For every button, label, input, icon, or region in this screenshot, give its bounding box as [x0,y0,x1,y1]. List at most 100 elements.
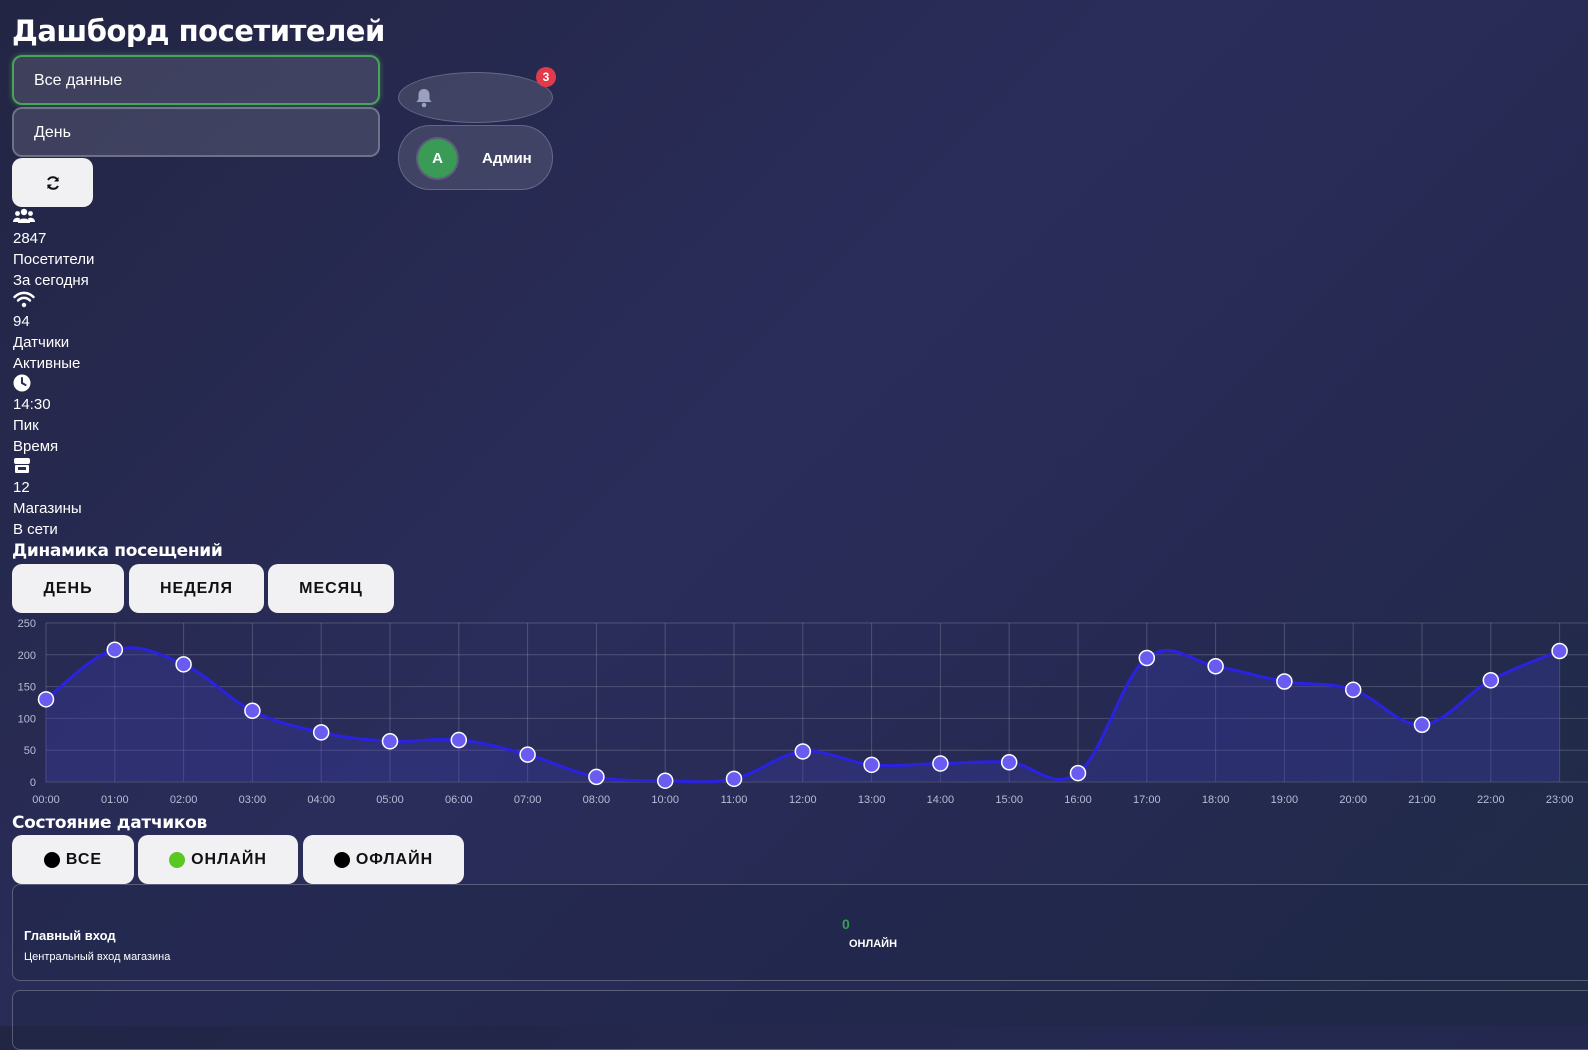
clock-icon [13,374,58,394]
data-point[interactable] [1069,764,1087,782]
stat-label: Посетители [13,251,95,268]
stat-visitors: 2847 Посетители За сегодня [13,208,94,291]
data-point[interactable] [1551,642,1568,660]
sensor-count: 0 [842,916,850,932]
period-select[interactable]: День [12,107,380,157]
stat-sub: В сети [13,521,58,538]
x-tick-label: 22:00 [1477,794,1505,806]
filter-all[interactable]: ВСЕ [12,835,134,884]
x-tick-label: 15:00 [995,794,1023,806]
store-icon [13,457,82,477]
data-point[interactable] [1413,716,1431,734]
data-point[interactable] [1000,754,1018,771]
visits-chart: 0 50 100 150 200 250 00:00 01:00 02:00 03:00 04:00… [18,618,1588,806]
data-point[interactable] [37,691,55,708]
sensor-card[interactable]: Главный вход Центральный вход магазина 0… [12,884,1588,981]
notifications-button[interactable] [398,72,553,123]
tab-week[interactable]: НЕДЕЛЯ [129,564,264,613]
filter-label: ОФЛАЙН [355,850,434,868]
chart-line [45,646,1561,784]
x-tick-label: 11:00 [721,794,748,806]
notification-badge: 3 [536,67,556,87]
x-tick-label: 10:00 [651,794,679,806]
stat-sub: За сегодня [13,272,89,289]
x-tick-label: 01:00 [101,794,129,806]
stat-label: Магазины [13,500,82,517]
stat-stores: 12 Магазины В сети [13,457,82,540]
avatar: A [418,139,457,178]
y-tick-label: 200 [18,650,36,662]
chart-area-fill [46,647,1560,782]
stat-value: 12 [13,479,30,496]
stat-sensors: 94 Датчики Активные [13,291,80,374]
status-dot-icon [333,851,350,868]
data-point[interactable] [244,702,261,720]
stat-sub: Время [13,438,59,455]
user-menu-button[interactable]: A Админ [398,125,553,190]
tab-month[interactable]: МЕСЯЦ [268,564,394,613]
tab-day[interactable]: ДЕНЬ [12,564,124,613]
refresh-button[interactable] [12,158,93,207]
page-title: Дашборд посетителей [12,14,385,48]
data-point[interactable] [656,772,674,789]
users-icon [13,208,94,228]
x-tick-label: 08:00 [583,794,611,806]
data-point[interactable] [106,641,124,658]
data-point[interactable] [1138,649,1156,667]
x-tick-label: 18:00 [1202,794,1230,806]
data-point[interactable] [1276,673,1293,690]
data-point[interactable] [1344,681,1362,699]
y-tick-label: 100 [18,713,36,725]
data-point[interactable] [1482,671,1500,689]
x-tick-label: 05:00 [376,794,404,806]
user-name: Админ [482,150,532,167]
sensor-name: Главный вход [24,928,116,943]
filter-online[interactable]: ОНЛАЙН [138,835,298,884]
stat-label: Пик [13,417,39,434]
data-point[interactable] [519,746,536,763]
stat-label: Датчики [13,334,70,351]
visits-title: Динамика посещений [12,541,223,561]
data-filter-select[interactable]: Все данные [12,55,380,105]
data-point[interactable] [932,755,949,772]
data-point[interactable] [1207,657,1224,675]
y-tick-label: 250 [18,618,36,630]
stat-value: 94 [13,313,30,330]
sensor-description: Центральный вход магазина [24,951,171,963]
data-point[interactable] [863,756,880,774]
x-tick-label: 00:00 [32,794,60,806]
x-tick-label: 06:00 [445,794,473,806]
bell-icon [416,89,432,108]
data-point[interactable] [588,768,605,786]
filter-label: ВСЕ [65,850,103,868]
x-tick-label: 07:00 [514,794,542,806]
filter-label: ОНЛАЙН [191,850,267,868]
filter-offline[interactable]: ОФЛАЙН [303,835,464,884]
data-point[interactable] [175,656,192,673]
x-tick-label: 20:00 [1339,794,1367,806]
data-point[interactable] [381,733,399,750]
data-point[interactable] [794,743,812,760]
sensor-status: ОНЛАЙН [849,938,898,950]
x-tick-label: 19:00 [1271,794,1299,806]
x-tick-label: 04:00 [307,794,335,806]
x-tick-label: 17:00 [1133,794,1161,806]
data-point[interactable] [450,731,468,749]
x-tick-label: 12:00 [789,794,817,806]
data-point[interactable] [725,770,743,788]
y-tick-label: 0 [30,777,36,789]
sensor-card[interactable] [12,990,1588,1050]
x-tick-label: 23:00 [1546,794,1574,806]
x-tick-label: 03:00 [239,794,267,806]
x-tick-label: 21:00 [1408,794,1436,806]
wifi-icon [13,291,80,311]
x-tick-label: 13:00 [858,794,886,806]
x-tick-label: 14:00 [927,794,955,806]
status-dot-icon [43,851,60,868]
x-tick-label: 16:00 [1064,794,1092,806]
status-dot-icon [169,851,186,868]
data-point[interactable] [312,724,330,741]
refresh-icon [46,175,59,190]
sensors-title: Состояние датчиков [12,813,207,833]
x-tick-label: 02:00 [170,794,198,806]
